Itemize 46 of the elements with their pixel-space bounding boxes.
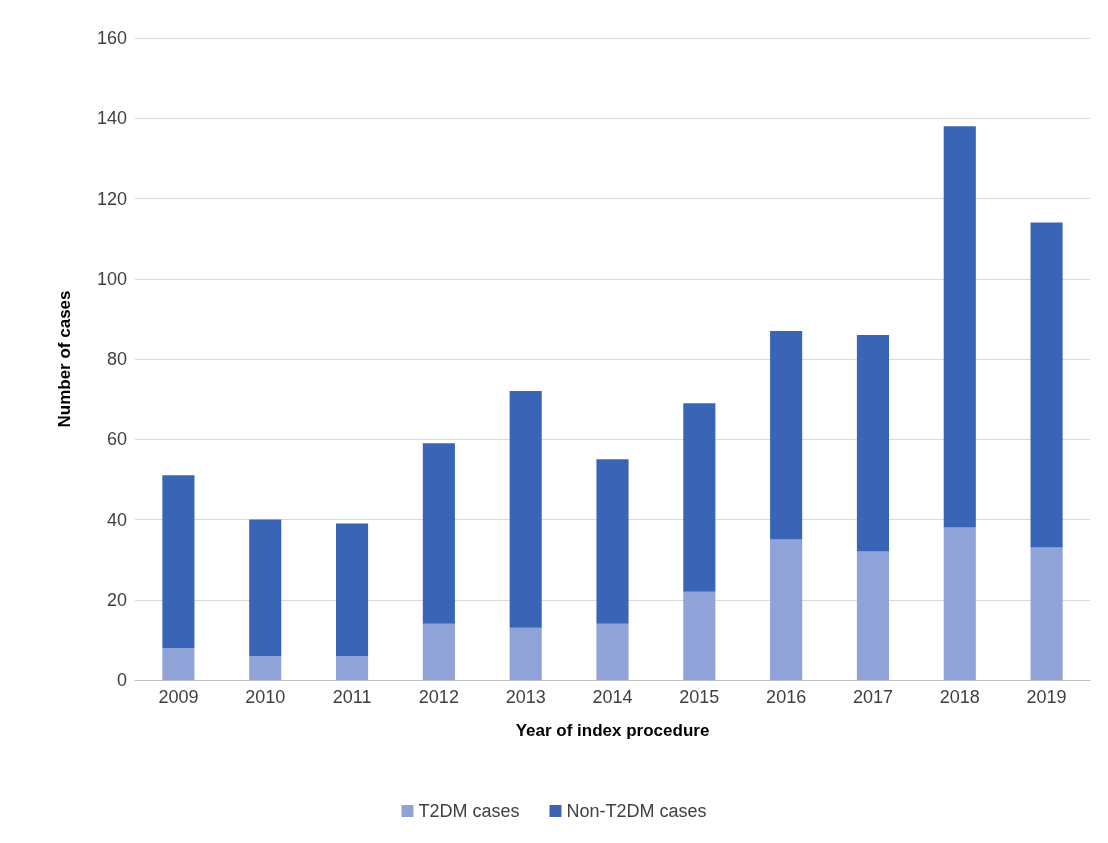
x-tick-label: 2010 xyxy=(245,687,286,707)
x-tick-label: 2013 xyxy=(505,687,546,707)
x-tick-label: 2014 xyxy=(592,687,633,707)
bar xyxy=(1030,547,1063,680)
bar xyxy=(856,334,890,552)
y-tick-label: 40 xyxy=(106,509,127,530)
bar xyxy=(509,627,542,680)
bar xyxy=(770,330,803,540)
x-axis-title: Year of index procedure xyxy=(515,721,710,740)
x-tick-label: 2009 xyxy=(158,687,199,707)
x-tick-label: 2017 xyxy=(852,687,893,707)
legend-label: Non-T2DM cases xyxy=(566,801,707,821)
y-tick-label: 140 xyxy=(96,108,127,129)
y-tick-label: 80 xyxy=(106,349,127,369)
bar xyxy=(335,523,369,656)
bar xyxy=(596,623,629,680)
x-tick-label: 2011 xyxy=(332,687,372,707)
bar xyxy=(596,459,629,624)
bar xyxy=(943,527,976,680)
bar xyxy=(422,623,455,680)
y-tick-label: 160 xyxy=(96,28,127,48)
bar xyxy=(162,647,195,680)
x-tick-label: 2012 xyxy=(418,687,459,707)
bar xyxy=(422,443,455,624)
bar xyxy=(683,591,716,680)
x-tick-label: 2015 xyxy=(679,687,720,707)
y-tick-label: 60 xyxy=(106,429,127,450)
bar xyxy=(683,403,716,592)
y-tick-label: 100 xyxy=(96,268,127,289)
y-tick-label: 0 xyxy=(116,670,127,690)
bar xyxy=(943,126,976,528)
bar xyxy=(335,655,369,680)
x-tick-label: 2018 xyxy=(939,687,980,707)
bar xyxy=(856,551,890,680)
x-tick-label: 2019 xyxy=(1026,687,1067,707)
legend-label: T2DM cases xyxy=(418,801,520,821)
bar xyxy=(162,475,195,648)
bar xyxy=(249,655,282,680)
bar xyxy=(249,519,282,656)
y-tick-label: 20 xyxy=(106,589,127,610)
bar xyxy=(770,539,803,680)
y-tick-label: 120 xyxy=(96,188,127,209)
x-tick-label: 2016 xyxy=(766,687,807,707)
bar xyxy=(509,391,542,628)
bar xyxy=(1030,222,1063,548)
y-axis-title: Number of cases xyxy=(55,290,74,428)
